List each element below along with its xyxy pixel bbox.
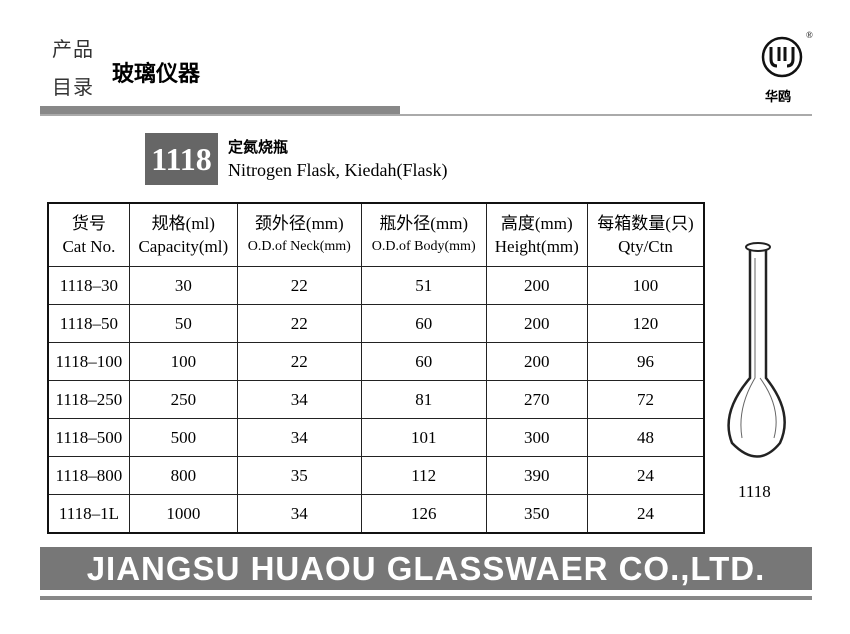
column-zh: 每箱数量(只) [597,214,694,233]
table-row: 1118–800 800 35 112 390 24 [47,456,705,495]
spec-table: 货号 Cat No. 规格(ml) Capacity(ml) 颈外径(mm) O.D.of… [47,202,705,534]
table-cell: 51 [360,266,487,305]
table-cell: 500 [128,418,238,457]
table-cell: 50 [128,304,238,343]
column-en: Capacity(ml) [138,237,229,256]
table-cell: 35 [236,456,362,495]
table-cell: 60 [360,304,487,343]
table-cell: 100 [128,342,238,381]
table-row: 1118–1L 1000 34 126 350 24 [47,494,705,534]
column-en: O.D.of Neck(mm) [247,239,351,254]
column-zh: 瓶外径(mm) [379,214,469,233]
table-row: 1118–500 500 34 101 300 48 [47,418,705,457]
footer-company: JIANGSU HUAOU GLASSWAER CO.,LTD. [40,547,812,590]
table-cell: 22 [236,266,362,305]
table-cell: 96 [586,342,705,381]
header-bar [40,106,400,114]
column-en: Qty/Ctn [618,237,673,256]
table-cell: 1118–50 [47,304,130,343]
table-cell: 72 [586,380,705,419]
column-header: 货号 Cat No. [47,202,130,267]
table-cell: 1118–500 [47,418,130,457]
column-header: 瓶外径(mm) O.D.of Body(mm) [360,202,487,267]
table-cell: 126 [360,494,487,534]
table-cell: 22 [236,304,362,343]
table-cell: 1118–250 [47,380,130,419]
column-header: 规格(ml) Capacity(ml) [128,202,238,267]
table-cell: 300 [485,418,588,457]
table-cell: 34 [236,380,362,419]
table-cell: 30 [128,266,238,305]
section-title: 玻璃仪器 [112,62,201,87]
table-cell: 81 [360,380,487,419]
column-en: Cat No. [62,237,116,256]
table-cell: 34 [236,494,362,534]
column-zh: 规格(ml) [151,214,215,233]
table-cell: 22 [236,342,362,381]
product-code: 1118 [145,133,218,185]
table-cell: 1118–800 [47,456,130,495]
table-cell: 100 [586,266,705,305]
table-row: 1118–50 50 22 60 200 120 [47,304,705,343]
table-cell: 200 [485,266,588,305]
table-cell: 250 [128,380,238,419]
table-cell: 34 [236,418,362,457]
brand-name: 华鸥 [765,90,792,105]
brand-logo [761,36,803,78]
table-cell: 24 [586,494,705,534]
table-cell: 1118–100 [47,342,130,381]
column-en: O.D.of Body(mm) [371,239,476,254]
table-row: 1118–30 30 22 51 200 100 [47,266,705,305]
column-en: Height(mm) [494,237,579,256]
table-cell: 200 [485,342,588,381]
column-header: 每箱数量(只) Qty/Ctn [586,202,705,267]
column-zh: 高度(mm) [500,214,573,233]
header-rule [40,114,812,116]
table-cell: 60 [360,342,487,381]
table-cell: 1118–30 [47,266,130,305]
column-header: 颈外径(mm) O.D.of Neck(mm) [236,202,362,267]
table-cell: 1118–1L [47,494,130,534]
table-cell: 270 [485,380,588,419]
product-name-en: Nitrogen Flask, Kiedah(Flask) [228,160,448,180]
flask-figure [727,242,786,458]
table-cell: 101 [360,418,487,457]
table-cell: 112 [360,456,487,495]
table-cell: 24 [586,456,705,495]
table-cell: 350 [485,494,588,534]
logo-top: 产品 [52,37,94,61]
column-zh: 颈外径(mm) [254,214,344,233]
brand-mark: ® [806,30,813,40]
table-cell: 1000 [128,494,238,534]
table-row: 1118–100 100 22 60 200 96 [47,342,705,381]
table-cell: 390 [485,456,588,495]
table-cell: 48 [586,418,705,457]
table-row: 1118–250 250 34 81 270 72 [47,380,705,419]
logo-bottom: 目录 [52,75,94,99]
product-name-zh: 定氮烧瓶 [228,138,289,156]
footer-rule [40,596,812,600]
column-zh: 货号 [71,214,106,233]
table-cell: 120 [586,304,705,343]
figure-caption: 1118 [738,482,771,501]
column-header: 高度(mm) Height(mm) [485,202,588,267]
table-cell: 200 [485,304,588,343]
table-cell: 800 [128,456,238,495]
